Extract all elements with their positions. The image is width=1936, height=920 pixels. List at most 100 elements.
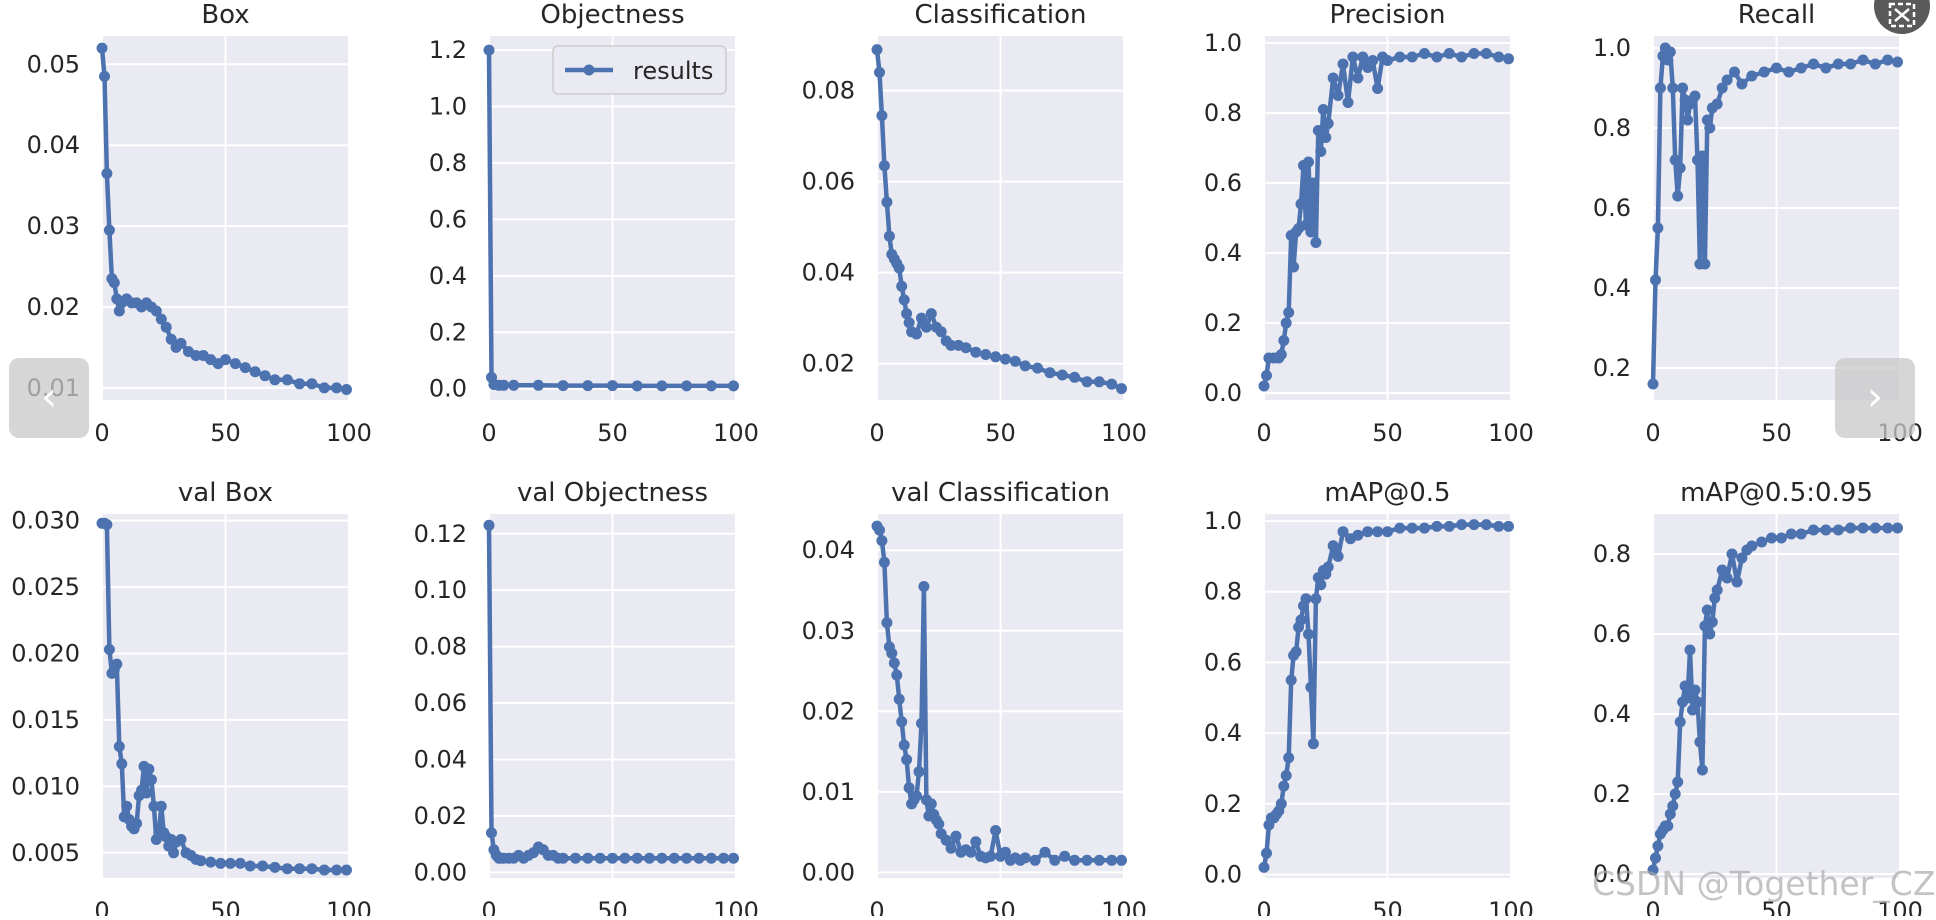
data-point — [1689, 90, 1701, 102]
data-point — [1394, 522, 1406, 534]
legend-label: results — [633, 57, 713, 85]
close-preview-button[interactable] — [1874, 0, 1930, 34]
x-tick-label: 0 — [869, 897, 884, 916]
data-point — [155, 800, 167, 812]
y-tick-label: 0.6 — [1204, 648, 1242, 676]
data-point — [1689, 684, 1701, 696]
data-point — [1275, 798, 1287, 810]
data-point — [1704, 122, 1716, 134]
data-point — [1372, 83, 1384, 94]
x-tick-label: 50 — [210, 419, 241, 447]
data-point — [1652, 840, 1664, 852]
previous-image-button[interactable]: ‹ — [9, 358, 89, 438]
chart-title: val Box — [178, 478, 273, 508]
data-point — [1406, 51, 1418, 63]
data-point — [215, 857, 227, 869]
data-point — [1729, 66, 1740, 78]
data-point — [281, 374, 293, 386]
data-point — [1261, 370, 1272, 381]
data-point — [1322, 118, 1334, 129]
x-tick-label: 100 — [1877, 897, 1923, 916]
x-tick-label: 50 — [985, 419, 1016, 447]
x-tick-label: 50 — [1372, 419, 1403, 447]
data-point — [99, 70, 110, 82]
data-point — [1726, 548, 1738, 560]
data-point — [1667, 82, 1679, 94]
data-point — [1704, 628, 1716, 640]
chart-title: Precision — [1329, 0, 1445, 30]
data-point — [1044, 367, 1056, 379]
y-tick-label: 0.8 — [429, 149, 467, 177]
x-tick-label: 100 — [326, 897, 372, 916]
data-point — [1783, 66, 1795, 78]
data-point — [728, 852, 739, 864]
data-point — [1443, 48, 1455, 59]
data-point — [607, 852, 618, 864]
x-tick-label: 100 — [1101, 419, 1147, 447]
data-point — [1721, 572, 1733, 584]
data-point — [281, 863, 293, 875]
data-point — [121, 800, 133, 812]
data-point — [306, 863, 318, 875]
data-point — [925, 798, 937, 810]
chart-val-box: 0 50 100 0.005 0.010 0.015 0.020 0.025 0.030 val … — [11, 478, 372, 920]
data-point — [1892, 56, 1903, 68]
data-point — [1701, 604, 1713, 616]
data-point — [269, 861, 281, 873]
data-point — [1093, 376, 1105, 388]
data-point — [1278, 335, 1290, 346]
legend-marker — [583, 64, 595, 76]
data-point — [1647, 378, 1659, 390]
data-point — [693, 852, 705, 864]
data-point — [1869, 522, 1881, 534]
data-point — [1692, 696, 1703, 708]
data-point — [1687, 704, 1698, 716]
y-tick-label: 0.05 — [27, 50, 80, 78]
data-point — [681, 852, 693, 864]
data-point — [985, 850, 997, 862]
data-point — [1736, 78, 1748, 90]
data-point — [728, 380, 739, 392]
x-tick-label: 0 — [481, 897, 496, 916]
data-point — [1258, 380, 1270, 392]
data-point — [341, 864, 352, 876]
data-point — [1320, 132, 1332, 143]
y-tick-label: 0.4 — [1204, 239, 1242, 267]
data-point — [1650, 274, 1661, 286]
data-point — [631, 852, 643, 864]
data-point — [1303, 628, 1314, 640]
data-point — [1419, 522, 1430, 534]
data-point — [1352, 72, 1364, 84]
data-point — [331, 382, 343, 394]
data-point — [269, 374, 281, 386]
data-point — [1431, 51, 1443, 63]
data-point — [103, 644, 115, 655]
data-point — [990, 825, 1002, 836]
data-point — [1275, 349, 1287, 360]
data-point — [999, 353, 1011, 365]
chevron-left-icon: ‹ — [41, 374, 57, 420]
data-point — [508, 379, 520, 391]
data-point — [886, 647, 898, 659]
data-point — [1664, 46, 1676, 58]
next-image-button[interactable]: › — [1835, 358, 1915, 438]
y-tick-label: 0.03 — [27, 212, 80, 240]
data-point — [1716, 82, 1728, 94]
data-point — [1766, 532, 1778, 544]
data-point — [1312, 125, 1324, 136]
data-point — [1832, 58, 1844, 70]
chart-precision: 0 50 100 0.0 0.2 0.4 0.6 0.8 1.0 Precision — [1204, 0, 1534, 447]
y-tick-label: 0.2 — [1204, 790, 1242, 818]
data-point — [1882, 54, 1894, 66]
x-tick-label: 50 — [1761, 897, 1792, 916]
y-tick-label: 0.02 — [414, 802, 467, 830]
data-point — [257, 860, 269, 872]
x-tick-label: 0 — [94, 419, 109, 447]
data-point — [1795, 528, 1807, 540]
data-point — [532, 379, 544, 391]
y-tick-label: 0.2 — [1593, 780, 1631, 808]
data-point — [557, 380, 569, 392]
data-point — [1882, 522, 1894, 534]
data-point — [1672, 776, 1684, 788]
